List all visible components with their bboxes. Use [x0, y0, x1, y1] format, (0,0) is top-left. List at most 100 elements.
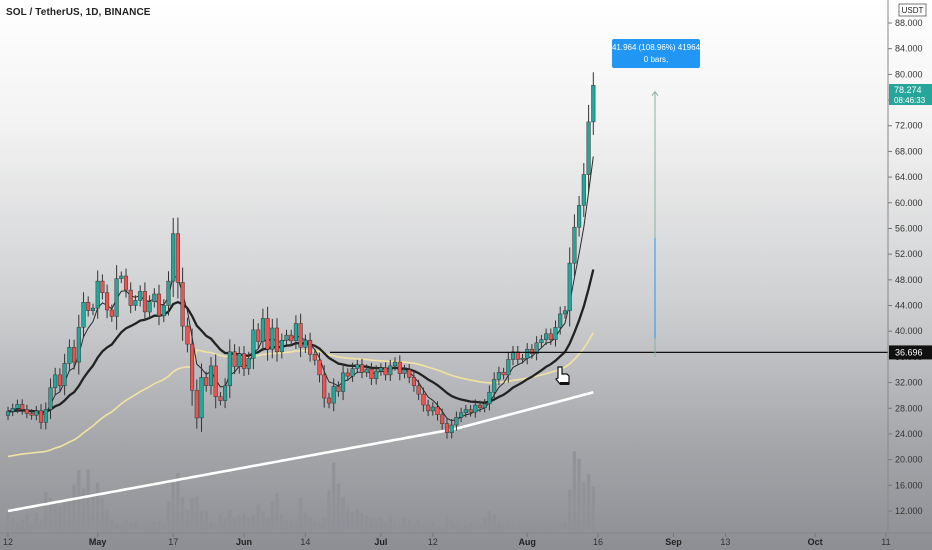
candle — [20, 399, 25, 415]
volume-bar — [577, 458, 581, 533]
price-tick-label: 60.000 — [895, 198, 923, 208]
candle-body-down — [142, 291, 147, 313]
price-tick-label: 20.000 — [895, 455, 923, 465]
candle — [67, 339, 72, 372]
candle-body-up — [284, 334, 289, 341]
candle-body-up — [81, 302, 86, 328]
candle-body-up — [341, 372, 346, 392]
candle — [402, 364, 407, 379]
volume-bar — [426, 525, 430, 533]
candle-body-up — [62, 363, 67, 387]
candle — [90, 303, 96, 316]
volume-bar — [232, 517, 237, 533]
candle — [260, 308, 265, 352]
last-price-value: 78.274 — [894, 85, 922, 95]
candle-body-down — [336, 386, 341, 392]
candle-body-up — [208, 365, 214, 387]
candle-body-down — [123, 275, 129, 291]
volume-bar — [459, 526, 463, 533]
time-tick-label: Jul — [374, 537, 387, 547]
candle-body-down — [477, 404, 483, 408]
moving-average-white — [7, 391, 594, 513]
candle — [369, 362, 374, 385]
candle-body-down — [175, 233, 180, 283]
volume-bar — [218, 515, 223, 533]
candle — [180, 267, 185, 341]
volume-bar — [190, 497, 194, 533]
candle-body-up — [572, 226, 577, 264]
candle-body-up — [449, 424, 454, 433]
candle — [10, 403, 15, 417]
volume-bar — [237, 515, 241, 533]
candle — [510, 346, 516, 366]
candle — [274, 318, 280, 362]
candle — [241, 346, 247, 376]
volume-bar — [275, 493, 279, 533]
candle — [312, 349, 317, 366]
volume-bar — [91, 493, 95, 533]
candle — [548, 328, 553, 345]
candle-body-up — [496, 372, 501, 380]
volume-bar — [294, 521, 298, 533]
candle-body-up — [76, 327, 81, 363]
time-tick-label: 11 — [881, 537, 890, 547]
volume-bar — [289, 520, 293, 533]
volume-bar — [133, 521, 138, 533]
candle — [194, 379, 199, 429]
volume-bar — [152, 521, 156, 533]
volume-bar — [15, 521, 20, 533]
volume-bar — [53, 502, 57, 533]
volume-bar — [492, 515, 496, 533]
candle-body-down — [411, 377, 416, 386]
candle — [449, 419, 454, 439]
candle — [426, 399, 431, 417]
candle-body-up — [581, 174, 586, 206]
candle-body-up — [482, 403, 487, 408]
candle-body-up — [10, 408, 15, 412]
candle-body-down — [128, 289, 133, 306]
candle-body-up — [562, 310, 568, 315]
price-tick-label: 72.000 — [895, 121, 923, 131]
candle — [34, 405, 39, 421]
candle-body-up — [539, 339, 544, 344]
candle — [43, 402, 48, 430]
candle — [444, 417, 450, 439]
volume-bar — [171, 482, 175, 533]
candle-body-up — [355, 364, 360, 369]
measure-tooltip-line1: 41.964 (108.96%) 41964 — [612, 43, 701, 52]
time-tick-label: Aug — [518, 537, 536, 547]
candle — [175, 217, 180, 299]
candle — [506, 351, 511, 383]
price-tick-label: 52.000 — [895, 249, 923, 259]
volume-bar — [317, 523, 322, 533]
candle — [322, 365, 327, 408]
candle-body-down — [426, 404, 431, 412]
time-tick-label: Oct — [808, 537, 823, 547]
candle-body-up — [237, 353, 242, 367]
candle — [213, 354, 218, 409]
volume-bar — [497, 521, 501, 533]
volume-bar — [511, 522, 515, 533]
candle-body-down — [548, 333, 553, 340]
candle — [416, 379, 421, 401]
volume-bar — [138, 526, 142, 533]
candle-body-down — [298, 323, 303, 348]
volume-bar — [185, 510, 190, 533]
volume-bar — [39, 520, 43, 533]
candle-body-down — [180, 282, 185, 327]
volume-bar — [355, 509, 359, 533]
candle — [374, 365, 379, 385]
volume-bar — [341, 496, 345, 533]
price-tick-label: 44.000 — [895, 301, 923, 311]
candle — [86, 296, 91, 317]
candle-body-up — [152, 293, 157, 302]
candle-body-up — [350, 368, 355, 377]
candle — [336, 381, 341, 397]
candle — [279, 333, 284, 359]
volume-bar — [506, 523, 510, 533]
volume-bar — [124, 520, 128, 533]
candle — [76, 314, 81, 375]
candle-body-up — [430, 406, 435, 412]
